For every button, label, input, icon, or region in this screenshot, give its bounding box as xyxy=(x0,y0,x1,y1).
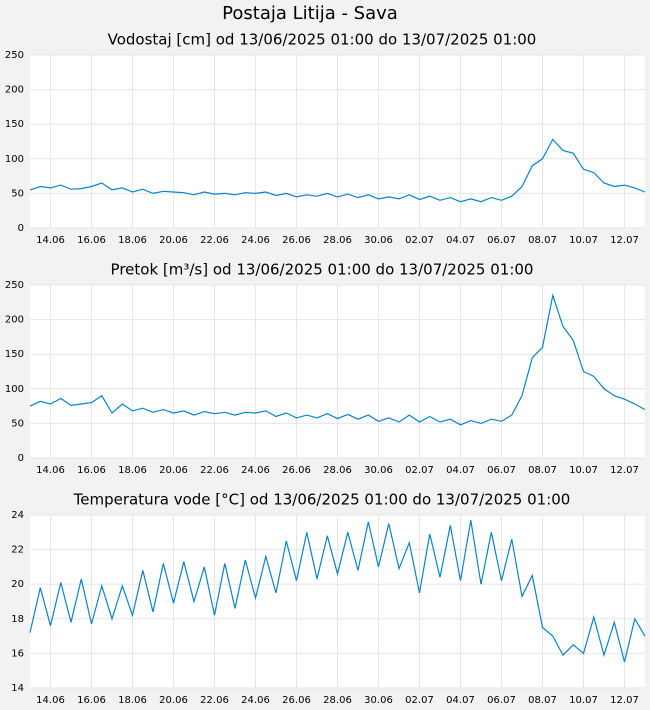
y-tick-label: 50 xyxy=(11,418,24,429)
x-tick-label: 18.06 xyxy=(118,235,147,246)
y-tick-label: 16 xyxy=(11,648,24,659)
x-tick-label: 08.07 xyxy=(528,465,557,476)
x-tick-label: 16.06 xyxy=(77,695,106,706)
y-tick-label: 22 xyxy=(11,545,24,556)
x-tick-label: 20.06 xyxy=(159,695,188,706)
y-tick-label: 100 xyxy=(5,154,24,165)
x-tick-label: 26.06 xyxy=(282,465,311,476)
x-tick-label: 10.07 xyxy=(569,465,598,476)
chart-title: Temperatura vode [°C] od 13/06/2025 01:0… xyxy=(73,491,571,509)
y-tick-label: 250 xyxy=(5,280,24,291)
x-tick-label: 08.07 xyxy=(528,235,557,246)
chart-title: Pretok [m³/s] od 13/06/2025 01:00 do 13/… xyxy=(111,261,534,279)
x-tick-label: 10.07 xyxy=(569,235,598,246)
chart-title: Vodostaj [cm] od 13/06/2025 01:00 do 13/… xyxy=(108,31,537,49)
x-tick-label: 30.06 xyxy=(364,465,393,476)
x-tick-label: 02.07 xyxy=(405,465,434,476)
x-tick-label: 14.06 xyxy=(36,465,65,476)
x-tick-label: 20.06 xyxy=(159,465,188,476)
x-tick-label: 22.06 xyxy=(200,465,229,476)
y-tick-label: 150 xyxy=(5,349,24,360)
y-tick-label: 200 xyxy=(5,85,24,96)
x-tick-label: 28.06 xyxy=(323,695,352,706)
y-tick-label: 20 xyxy=(11,579,24,590)
x-tick-label: 02.07 xyxy=(405,235,434,246)
x-tick-label: 04.07 xyxy=(446,695,475,706)
data-line xyxy=(29,138,646,203)
x-tick-label: 14.06 xyxy=(36,235,65,246)
x-tick-label: 28.06 xyxy=(323,235,352,246)
x-tick-label: 18.06 xyxy=(118,695,147,706)
data-line xyxy=(29,520,646,663)
x-tick-label: 16.06 xyxy=(77,465,106,476)
y-tick-label: 250 xyxy=(5,50,24,61)
x-tick-label: 06.07 xyxy=(487,235,516,246)
x-tick-label: 10.07 xyxy=(569,695,598,706)
x-tick-label: 04.07 xyxy=(446,465,475,476)
x-tick-label: 02.07 xyxy=(405,695,434,706)
x-tick-label: 24.06 xyxy=(241,465,270,476)
x-tick-label: 22.06 xyxy=(200,235,229,246)
y-tick-label: 14 xyxy=(11,683,24,694)
x-tick-label: 24.06 xyxy=(241,695,270,706)
x-tick-label: 30.06 xyxy=(364,235,393,246)
y-tick-label: 200 xyxy=(5,315,24,326)
x-tick-label: 16.06 xyxy=(77,235,106,246)
x-tick-label: 24.06 xyxy=(241,235,270,246)
x-tick-label: 28.06 xyxy=(323,465,352,476)
y-tick-label: 0 xyxy=(18,453,24,464)
x-tick-label: 06.07 xyxy=(487,695,516,706)
x-tick-label: 12.07 xyxy=(610,465,639,476)
y-tick-label: 150 xyxy=(5,119,24,130)
x-tick-label: 14.06 xyxy=(36,695,65,706)
y-tick-label: 0 xyxy=(18,223,24,234)
y-tick-label: 18 xyxy=(11,614,24,625)
data-line xyxy=(29,293,646,426)
y-tick-label: 50 xyxy=(11,188,24,199)
y-tick-label: 100 xyxy=(5,384,24,395)
x-tick-label: 12.07 xyxy=(610,695,639,706)
x-tick-label: 22.06 xyxy=(200,695,229,706)
x-tick-label: 20.06 xyxy=(159,235,188,246)
y-tick-label: 24 xyxy=(11,510,24,521)
x-tick-label: 04.07 xyxy=(446,235,475,246)
x-tick-label: 26.06 xyxy=(282,695,311,706)
x-tick-label: 08.07 xyxy=(528,695,557,706)
x-tick-label: 26.06 xyxy=(282,235,311,246)
x-tick-label: 06.07 xyxy=(487,465,516,476)
page-title: Postaja Litija - Sava xyxy=(222,3,398,24)
x-tick-label: 12.07 xyxy=(610,235,639,246)
x-tick-label: 30.06 xyxy=(364,695,393,706)
x-tick-label: 18.06 xyxy=(118,465,147,476)
